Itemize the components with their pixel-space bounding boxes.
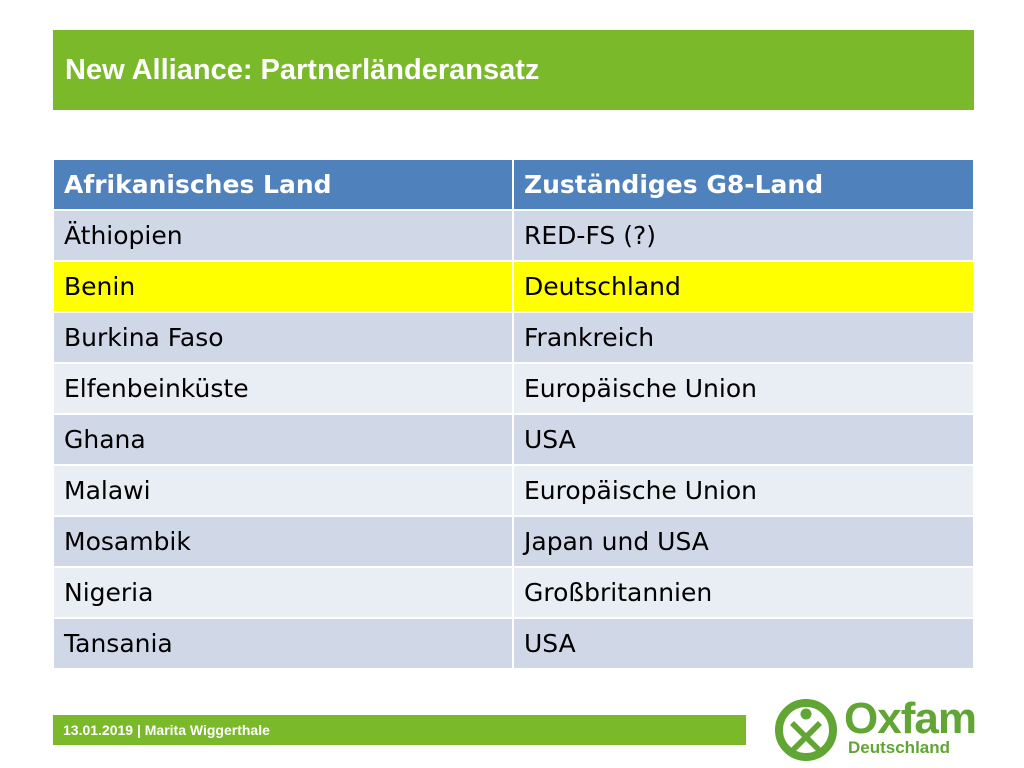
african-country-cell: Äthiopien [52,209,514,262]
g8-country-cell: Europäische Union [512,464,975,517]
g8-country-cell: RED-FS (?) [512,209,975,262]
country-table: Afrikanisches Land Zuständiges G8-Land Ä… [52,158,975,670]
african-country-cell: Tansania [52,617,514,670]
african-country-cell: Nigeria [52,566,514,619]
logo-brand-text: Oxfam [844,694,977,743]
african-country-cell: Elfenbeinküste [52,362,514,415]
table-row-highlighted: Benin Deutschland [52,260,975,313]
table-row: Ghana USA [52,413,975,466]
oxfam-logo-icon [775,699,837,761]
g8-country-cell: Europäische Union [512,362,975,415]
table-row: Äthiopien RED-FS (?) [52,209,975,262]
table-header-row: Afrikanisches Land Zuständiges G8-Land [52,158,975,211]
african-country-cell: Mosambik [52,515,514,568]
g8-country-cell: Großbritannien [512,566,975,619]
g8-country-cell: Japan und USA [512,515,975,568]
slide-title: New Alliance: Partnerländeransatz [65,53,540,86]
column-header-g8-country: Zuständiges G8-Land [512,158,975,211]
african-country-cell: Ghana [52,413,514,466]
g8-country-cell: USA [512,413,975,466]
g8-country-cell: Frankreich [512,311,975,364]
african-country-cell: Malawi [52,464,514,517]
african-country-cell: Burkina Faso [52,311,514,364]
g8-country-cell: Deutschland [512,260,975,313]
logo-subtitle: Deutschland [848,738,951,757]
g8-country-cell: USA [512,617,975,670]
table-row: Mosambik Japan und USA [52,515,975,568]
african-country-cell: Benin [52,260,514,313]
oxfam-logo: Oxfam Deutschland [774,697,984,763]
table-row: Tansania USA [52,617,975,670]
title-bar: New Alliance: Partnerländeransatz [53,30,974,110]
table-row: Nigeria Großbritannien [52,566,975,619]
footer-text: 13.01.2019 | Marita Wiggerthale [63,722,270,738]
table-row: Malawi Europäische Union [52,464,975,517]
table-row: Burkina Faso Frankreich [52,311,975,364]
table-row: Elfenbeinküste Europäische Union [52,362,975,415]
footer-bar: 13.01.2019 | Marita Wiggerthale [53,715,746,745]
column-header-african-country: Afrikanisches Land [52,158,514,211]
